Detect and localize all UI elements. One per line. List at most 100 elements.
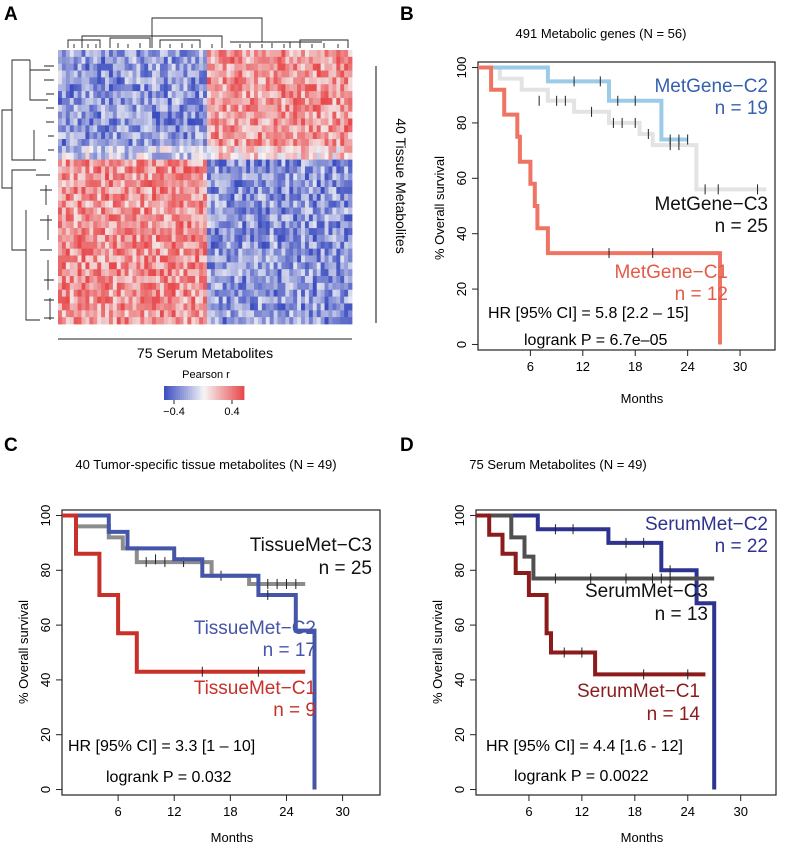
heatmap-cell (257, 50, 263, 58)
heatmap-cell (277, 97, 282, 106)
heatmap-cell (183, 77, 188, 85)
y-tick-label: 80 (38, 563, 53, 577)
x-tick-label: 6 (525, 804, 532, 819)
heatmap-cell (269, 269, 274, 277)
heatmap-cell (238, 111, 243, 119)
legend-tick-label-high: 0.4 (224, 406, 239, 418)
heatmap-cell (277, 276, 282, 284)
heatmap-cell (81, 97, 86, 106)
heatmap-cell (171, 159, 176, 167)
heatmap-cell (58, 159, 63, 167)
heatmap-cell (316, 187, 322, 195)
heatmap-cell (81, 145, 86, 154)
heatmap-cell (128, 173, 133, 181)
heatmap-cell (73, 207, 78, 215)
heatmap-cell (234, 70, 239, 78)
heatmap-cell (187, 303, 192, 311)
heatmap-cell (65, 200, 71, 208)
heatmap-cell (175, 276, 180, 284)
heatmap-cell (203, 70, 208, 78)
heatmap-cell (254, 234, 259, 243)
heatmap-cell (269, 262, 274, 270)
heatmap-cell (61, 303, 67, 311)
heatmap-cell (316, 56, 322, 65)
heatmap-cell (65, 310, 71, 318)
heatmap-cell (203, 173, 208, 181)
heatmap-cell (163, 70, 169, 78)
heatmap-cell (312, 125, 318, 133)
heatmap-cell (144, 221, 149, 229)
heatmap-cell (97, 118, 102, 126)
heatmap-cell (112, 221, 118, 229)
heatmap-cell (187, 56, 192, 65)
heatmap-cell (312, 303, 318, 311)
heatmap-cell (120, 282, 126, 291)
heatmap-cell (171, 262, 176, 270)
heatmap-cell (187, 276, 192, 284)
heatmap-cell (159, 289, 165, 297)
heatmap-cell (320, 193, 325, 202)
heatmap-cell (89, 152, 94, 160)
heatmap-cell (254, 145, 259, 154)
heatmap-cell (148, 50, 153, 58)
heatmap-cell (234, 241, 239, 250)
heatmap-cell (167, 104, 173, 113)
heatmap-cell (58, 221, 63, 229)
heatmap-cell (257, 248, 263, 256)
heatmap-cell (124, 91, 129, 99)
heatmap-cell (230, 152, 235, 160)
heatmap-cell (340, 118, 345, 126)
heatmap-cell (195, 296, 200, 304)
heatmap-cell (187, 180, 192, 188)
heatmap-cell (269, 200, 274, 208)
heatmap-cell (69, 132, 75, 140)
heatmap-cell (85, 145, 90, 154)
heatmap-cell (152, 296, 157, 304)
heatmap-cell (257, 228, 263, 236)
heatmap-cell (308, 104, 314, 113)
heatmap-cell (226, 132, 231, 140)
heatmap-cell (328, 84, 333, 92)
heatmap-cell (167, 56, 173, 65)
heatmap-cell (187, 221, 192, 229)
y-tick-label: 60 (454, 171, 469, 185)
heatmap-cell (171, 289, 176, 297)
heatmap-cell (206, 91, 212, 99)
heatmap-cell (293, 125, 298, 133)
heatmap-cell (179, 91, 184, 99)
heatmap-cell (261, 276, 267, 284)
heatmap-cell (250, 296, 255, 304)
heatmap-cell (77, 77, 82, 85)
heatmap-cell (136, 97, 141, 106)
heatmap-cell (320, 56, 325, 65)
heatmap-cell (203, 111, 208, 119)
heatmap-cell (269, 132, 274, 140)
heatmap-cell (234, 234, 239, 243)
heatmap-cell (58, 132, 63, 140)
heatmap-cell (246, 200, 251, 208)
heatmap-cell (128, 269, 133, 277)
heatmap-cell (101, 56, 106, 65)
heatmap-cell (250, 173, 255, 181)
heatmap-cell (336, 310, 341, 318)
heatmap-cell (116, 70, 122, 78)
heatmap-cell (265, 173, 271, 181)
heatmap-cell (77, 193, 82, 202)
heatmap-cell (320, 255, 325, 263)
heatmap-cell (81, 310, 86, 318)
heatmap-cell (136, 104, 141, 113)
heatmap-cell (230, 262, 235, 270)
legend-swatch (192, 386, 195, 400)
heatmap-cell (250, 269, 255, 277)
heatmap-cell (136, 269, 141, 277)
heatmap-cell (328, 310, 333, 318)
heatmap-cell (183, 221, 188, 229)
heatmap-cell (348, 317, 353, 325)
heatmap-cell (320, 125, 325, 133)
heatmap-cell (250, 289, 255, 297)
heatmap-cell (65, 221, 71, 229)
heatmap-cell (265, 70, 271, 78)
heatmap-cell (273, 317, 278, 325)
heatmap-cell (301, 187, 306, 195)
heatmap-cell (250, 145, 255, 154)
